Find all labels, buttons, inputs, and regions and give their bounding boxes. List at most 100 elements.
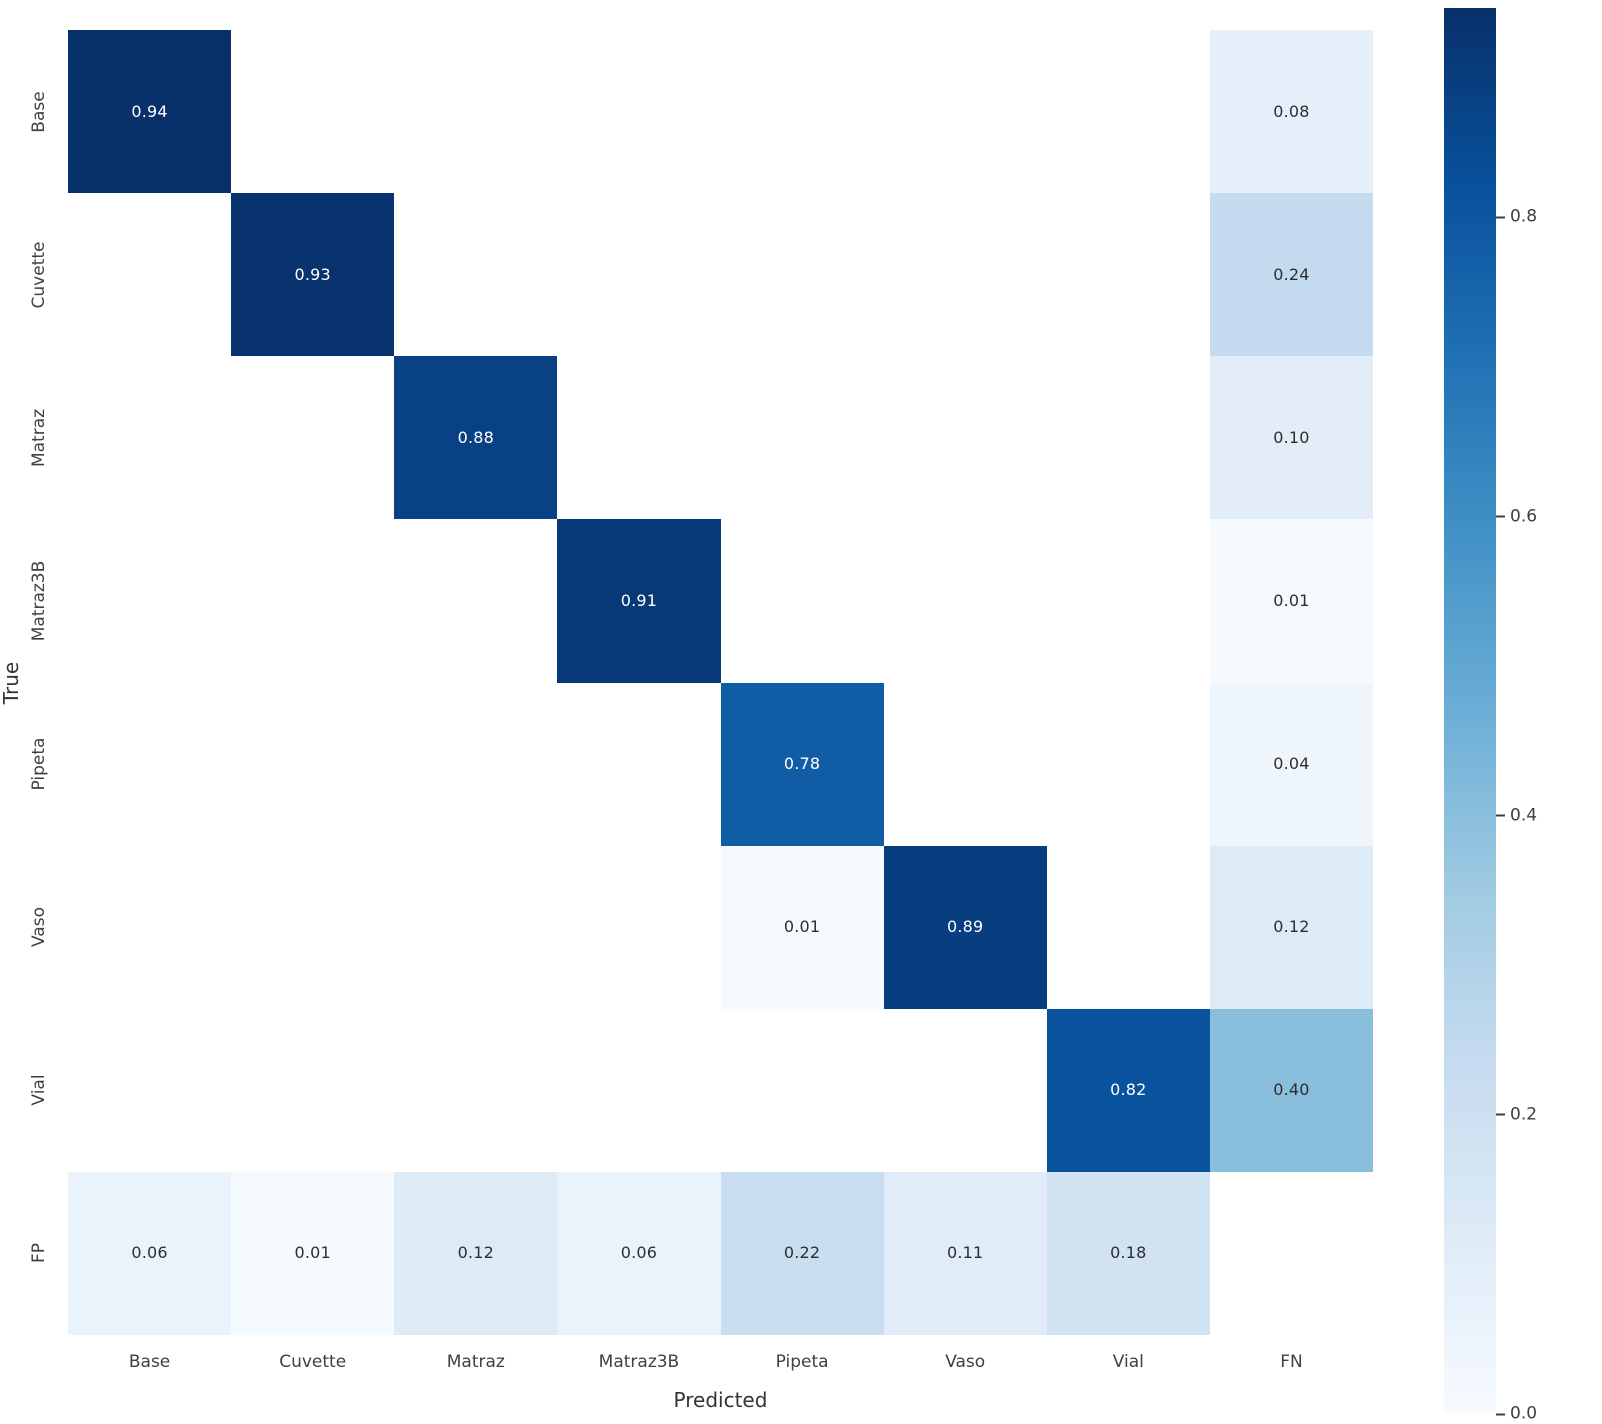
x-tick-Matraz: Matraz — [446, 1352, 505, 1372]
heatmap-cell-Base-Vaso — [883, 30, 1047, 194]
x-tick-Pipeta: Pipeta — [775, 1352, 829, 1372]
heatmap-cell-Vaso-Cuvette — [231, 845, 395, 1009]
heatmap-cell-Cuvette-Base — [68, 193, 232, 357]
heatmap-cell-Matraz3B-Base — [68, 519, 232, 683]
heatmap-cell-Matraz-Pipeta — [720, 356, 884, 520]
heatmap-cell-Pipeta-Vaso — [883, 682, 1047, 846]
heatmap-cell-Matraz-Vial — [1046, 356, 1210, 520]
heatmap-cell-Vaso-Pipeta: 0.01 — [720, 845, 884, 1009]
cell-value: 0.40 — [1273, 1080, 1310, 1100]
heatmap-cell-Matraz-Base — [68, 356, 232, 520]
y-tick-Matraz3B: Matraz3B — [29, 560, 49, 642]
colorbar-tick-label: 0.2 — [1510, 1104, 1538, 1125]
cell-value: 0.12 — [1273, 917, 1310, 937]
heatmap-cell-Matraz3B-Matraz3B: 0.91 — [557, 519, 721, 683]
heatmap-cell-Vaso-Vaso: 0.89 — [883, 845, 1047, 1009]
y-tick-FP: FP — [29, 1243, 49, 1264]
heatmap-cell-Cuvette-Vaso — [883, 193, 1047, 357]
heatmap-cell-Vial-Matraz — [394, 1008, 558, 1172]
heatmap-cell-Cuvette-Vial — [1046, 193, 1210, 357]
heatmap-cell-FP-Cuvette: 0.01 — [231, 1171, 395, 1335]
cell-value: 0.93 — [294, 264, 331, 284]
cell-value: 0.11 — [946, 1243, 984, 1263]
heatmap-cell-Vial-Vaso — [883, 1008, 1047, 1172]
colorbar-tick-mark — [1496, 814, 1505, 817]
cell-value: 0.22 — [783, 1243, 821, 1263]
heatmap-cell-Cuvette-Matraz — [394, 193, 558, 357]
heatmap-cell-Matraz-Matraz3B — [557, 356, 721, 520]
heatmap-cell-FP-Vaso: 0.11 — [883, 1171, 1047, 1335]
heatmap-cell-Vial-Base — [68, 1008, 232, 1172]
heatmap-cell-Pipeta-Matraz3B — [557, 682, 721, 846]
heatmap-cell-Pipeta-Base — [68, 682, 232, 846]
heatmap-cell-Base-FN: 0.08 — [1209, 30, 1373, 194]
heatmap-cell-Vial-Vial: 0.82 — [1046, 1008, 1210, 1172]
heatmap-cell-Vaso-Matraz — [394, 845, 558, 1009]
colorbar-tick-0.4: 0.4 — [1496, 807, 1537, 824]
heatmap-cell-FP-Vial: 0.18 — [1046, 1171, 1210, 1335]
y-axis-tick-labels: Base Cuvette Matraz Matraz3B Pipeta Vaso Vial F… — [18, 30, 60, 1335]
heatmap-cell-Matraz3B-Cuvette — [231, 519, 395, 683]
cell-value: 0.82 — [1110, 1080, 1147, 1100]
heatmap-cell-Base-Matraz — [394, 30, 558, 194]
colorbar-tick-label: 0.0 — [1510, 1403, 1538, 1424]
heatmap-cell-Pipeta-Cuvette — [231, 682, 395, 846]
heatmap-grid: 0.94 0.08 0.93 0.24 0.88 0.10 0.91 0.01 0.78 0.04… — [68, 30, 1373, 1335]
heatmap-cell-Pipeta-Vial — [1046, 682, 1210, 846]
x-tick-Vial: Vial — [1112, 1352, 1144, 1372]
heatmap-cell-Vaso-FN: 0.12 — [1209, 845, 1373, 1009]
heatmap-cell-Vaso-Matraz3B — [557, 845, 721, 1009]
y-tick-Matraz: Matraz — [29, 408, 49, 467]
colorbar-tick-0.2: 0.2 — [1496, 1106, 1537, 1123]
heatmap-cell-Cuvette-Cuvette: 0.93 — [231, 193, 395, 357]
cell-value: 0.08 — [1273, 101, 1310, 121]
heatmap-cell-Vial-Pipeta — [720, 1008, 884, 1172]
colorbar-tick-mark — [1496, 1113, 1505, 1116]
colorbar-tick-0.0: 0.0 — [1496, 1403, 1538, 1424]
colorbar: 0.8 0.6 0.4 0.2 0.0 — [1444, 8, 1537, 1422]
cell-value: 0.01 — [783, 917, 821, 937]
heatmap-cell-Vial-Matraz3B — [557, 1008, 721, 1172]
heatmap-cell-Vaso-Base — [68, 845, 232, 1009]
heatmap-cell-Matraz3B-Vial — [1046, 519, 1210, 683]
x-tick-Vaso: Vaso — [945, 1352, 986, 1372]
heatmap-cell-Vial-FN: 0.40 — [1209, 1008, 1373, 1172]
y-tick-Cuvette: Cuvette — [29, 241, 49, 309]
heatmap-cell-Matraz3B-Matraz — [394, 519, 558, 683]
colorbar-tick-label: 0.6 — [1510, 506, 1538, 527]
x-tick-Base: Base — [128, 1352, 171, 1372]
heatmap-cell-FP-FN — [1209, 1171, 1373, 1335]
heatmap-cell-Matraz3B-FN: 0.01 — [1209, 519, 1373, 683]
colorbar-tick-labels: 0.8 0.6 0.4 0.2 0.0 — [1496, 8, 1566, 1422]
heatmap-cell-Pipeta-Pipeta: 0.78 — [720, 682, 884, 846]
cell-value: 0.10 — [1273, 427, 1310, 447]
heatmap-cell-Base-Matraz3B — [557, 30, 721, 194]
colorbar-tick-mark — [1496, 515, 1505, 518]
x-tick-Cuvette: Cuvette — [279, 1352, 347, 1372]
heatmap-cell-Cuvette-Pipeta — [720, 193, 884, 357]
heatmap-cell-Matraz-Cuvette — [231, 356, 395, 520]
colorbar-tick-label: 0.8 — [1510, 206, 1538, 227]
heatmap-cell-FP-Base: 0.06 — [68, 1171, 232, 1335]
heatmap-cell-Base-Cuvette — [231, 30, 395, 194]
heatmap-cell-Matraz3B-Pipeta — [720, 519, 884, 683]
heatmap-cell-FP-Pipeta: 0.22 — [720, 1171, 884, 1335]
colorbar-tick-0.6: 0.6 — [1496, 508, 1537, 525]
heatmap-cell-Pipeta-FN: 0.04 — [1209, 682, 1373, 846]
heatmap-cell-Cuvette-Matraz3B — [557, 193, 721, 357]
cell-value: 0.06 — [131, 1243, 168, 1263]
heatmap-cell-Matraz3B-Vaso — [883, 519, 1047, 683]
heatmap-cell-FP-Matraz3B: 0.06 — [557, 1171, 721, 1335]
colorbar-gradient — [1444, 8, 1496, 1414]
heatmap-cell-Vial-Cuvette — [231, 1008, 395, 1172]
x-axis-title: Predicted — [673, 1388, 768, 1412]
cell-value: 0.91 — [620, 590, 658, 610]
x-tick-FN: FN — [1280, 1352, 1303, 1372]
x-axis-tick-labels: Base Cuvette Matraz Matraz3B Pipeta Vaso Vial F… — [68, 1350, 1373, 1376]
cell-value: 0.04 — [1273, 754, 1310, 774]
cell-value: 0.94 — [131, 101, 168, 121]
cell-value: 0.24 — [1273, 264, 1310, 284]
heatmap-cell-Vaso-Vial — [1046, 845, 1210, 1009]
y-tick-Vaso: Vaso — [29, 907, 49, 948]
